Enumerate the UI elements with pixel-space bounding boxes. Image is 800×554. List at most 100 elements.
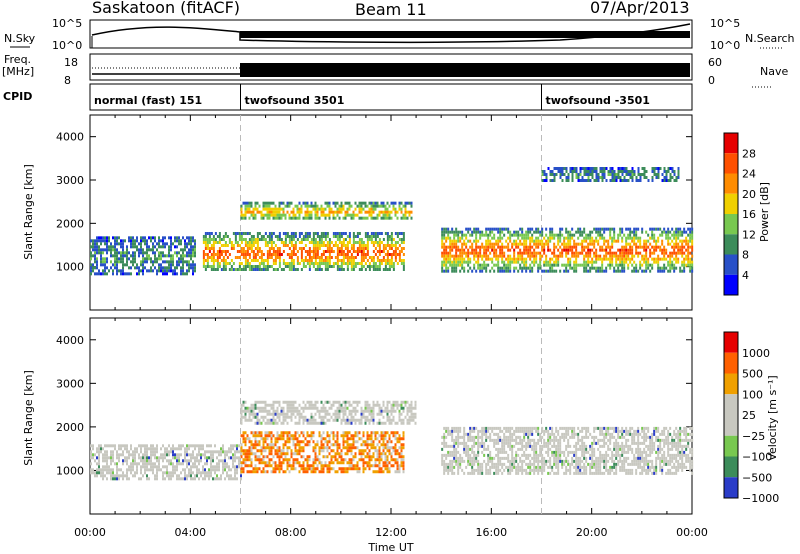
echo-cell xyxy=(350,247,353,250)
echo-cell xyxy=(380,443,383,447)
echo-cell xyxy=(332,244,335,247)
echo-cell xyxy=(182,266,184,270)
echo-cell xyxy=(304,467,307,471)
echo-cell xyxy=(406,216,409,220)
echo-cell xyxy=(529,227,532,231)
echo-cell xyxy=(98,248,100,252)
echo-cell xyxy=(583,167,586,170)
echo-cell xyxy=(539,239,542,243)
echo-cell xyxy=(677,260,680,264)
echo-cell xyxy=(156,242,158,246)
echo-cell xyxy=(164,254,166,258)
echo-cell xyxy=(298,403,301,407)
echo-cell xyxy=(256,241,259,244)
echo-cell xyxy=(380,216,383,220)
echo-cell xyxy=(549,170,552,173)
echo-cell xyxy=(503,254,506,258)
echo-cell xyxy=(505,245,508,249)
echo-cell xyxy=(621,251,624,255)
echo-cell xyxy=(282,400,285,404)
echo-cell xyxy=(382,443,385,447)
echo-cell xyxy=(368,256,371,259)
echo-cell xyxy=(270,265,273,268)
echo-cell xyxy=(272,406,275,410)
echo-cell xyxy=(290,415,293,419)
echo-cell xyxy=(306,440,309,444)
echo-cell xyxy=(374,207,377,211)
echo-cell xyxy=(196,465,198,469)
echo-cell xyxy=(380,452,383,456)
echo-cell xyxy=(459,248,462,252)
echo-cell xyxy=(567,269,570,273)
echo-cell xyxy=(521,257,524,261)
echo-cell xyxy=(539,257,542,261)
echo-cell xyxy=(455,260,458,264)
echo-cell xyxy=(254,207,257,211)
echo-cell xyxy=(481,233,484,237)
echo-cell xyxy=(587,260,590,264)
echo-cell xyxy=(100,239,102,243)
echo-cell xyxy=(288,446,291,450)
echo-cell xyxy=(529,257,532,261)
echo-cell xyxy=(641,230,644,234)
echo-cell xyxy=(168,474,170,478)
echo-cell xyxy=(390,210,393,214)
echo-cell xyxy=(146,254,148,258)
echo-cell xyxy=(675,239,678,243)
echo-cell xyxy=(242,216,245,220)
echo-cell xyxy=(358,207,361,211)
echo-cell xyxy=(621,236,624,240)
echo-cell xyxy=(162,239,164,243)
echo-cell xyxy=(274,207,277,211)
echo-cell xyxy=(168,444,170,448)
echo-cell xyxy=(326,201,329,205)
echo-cell xyxy=(651,167,654,170)
echo-cell xyxy=(260,434,263,438)
echo-cell xyxy=(384,455,387,459)
echo-cell xyxy=(332,455,335,459)
echo-cell xyxy=(282,434,285,438)
echo-cell xyxy=(687,233,690,237)
echo-cell xyxy=(539,263,542,267)
echo-cell xyxy=(300,253,303,256)
echo-cell xyxy=(673,236,676,240)
echo-cell xyxy=(380,434,383,438)
echo-cell xyxy=(587,179,590,182)
echo-cell xyxy=(621,257,624,261)
echo-cell xyxy=(388,265,391,268)
echo-cell xyxy=(453,260,456,264)
echo-cell xyxy=(266,207,269,211)
echo-cell xyxy=(242,458,245,462)
echo-cell xyxy=(200,459,202,463)
echo-cell xyxy=(595,167,598,170)
echo-cell xyxy=(687,242,690,246)
echo-cell xyxy=(557,170,560,173)
echo-cell xyxy=(623,179,626,182)
echo-cell xyxy=(286,449,289,453)
echo-cell xyxy=(304,238,307,241)
echo-cell xyxy=(589,236,592,240)
echo-cell xyxy=(491,248,494,252)
echo-cell xyxy=(350,403,353,407)
echo-cell xyxy=(647,179,650,182)
echo-cell xyxy=(354,265,357,268)
echo-cell xyxy=(244,452,247,456)
echo-cell xyxy=(260,470,263,474)
echo-cell xyxy=(541,242,544,246)
echo-cell xyxy=(168,266,170,270)
noise-panel: 10^5 10^0 10^5 10^0 xyxy=(52,17,740,52)
echo-cell xyxy=(276,440,279,444)
echo-cell xyxy=(90,245,92,249)
echo-cell xyxy=(461,263,464,267)
colorbar-tick-label: 12 xyxy=(742,228,756,241)
echo-cell xyxy=(336,244,339,247)
echo-cell xyxy=(497,254,500,258)
echo-cell xyxy=(591,257,594,261)
echo-cell xyxy=(178,444,180,448)
echo-cell xyxy=(358,241,361,244)
echo-cell xyxy=(535,257,538,261)
echo-cell xyxy=(529,251,532,255)
echo-cell xyxy=(495,251,498,255)
echo-cell xyxy=(651,176,654,179)
echo-cell xyxy=(402,241,405,244)
